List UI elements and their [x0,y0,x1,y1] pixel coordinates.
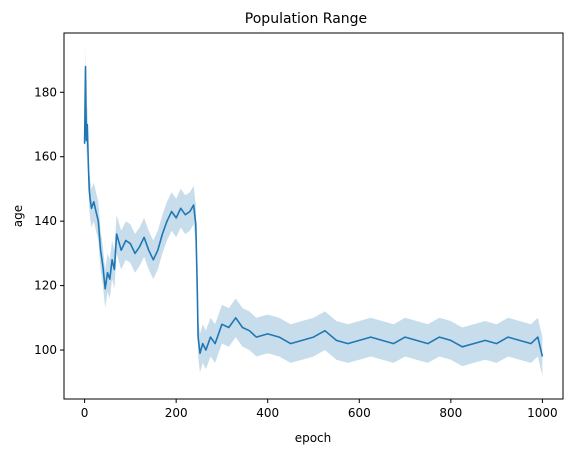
chart-title: Population Range [245,11,367,27]
y-tick-label: 180 [34,85,57,99]
y-axis: 100 120 140 160 180 [34,85,64,357]
y-tick-label: 100 [34,343,57,357]
y-tick-label: 160 [34,150,57,164]
x-tick-label: 1000 [527,406,558,420]
y-tick-label: 120 [34,279,57,293]
series-0-line [83,65,544,357]
x-axis: 0 200 400 600 800 1000 [81,399,558,420]
y-tick-label: 140 [34,214,57,228]
x-tick-label: 0 [81,406,89,420]
x-axis-label: epoch [295,431,332,445]
axes-frame [63,32,564,400]
x-tick-label: 800 [439,406,462,420]
x-tick-label: 600 [348,406,371,420]
x-tick-label: 200 [165,406,188,420]
x-tick-label: 400 [256,406,279,420]
plot-area [83,47,544,376]
y-axis-label: age [11,205,25,227]
